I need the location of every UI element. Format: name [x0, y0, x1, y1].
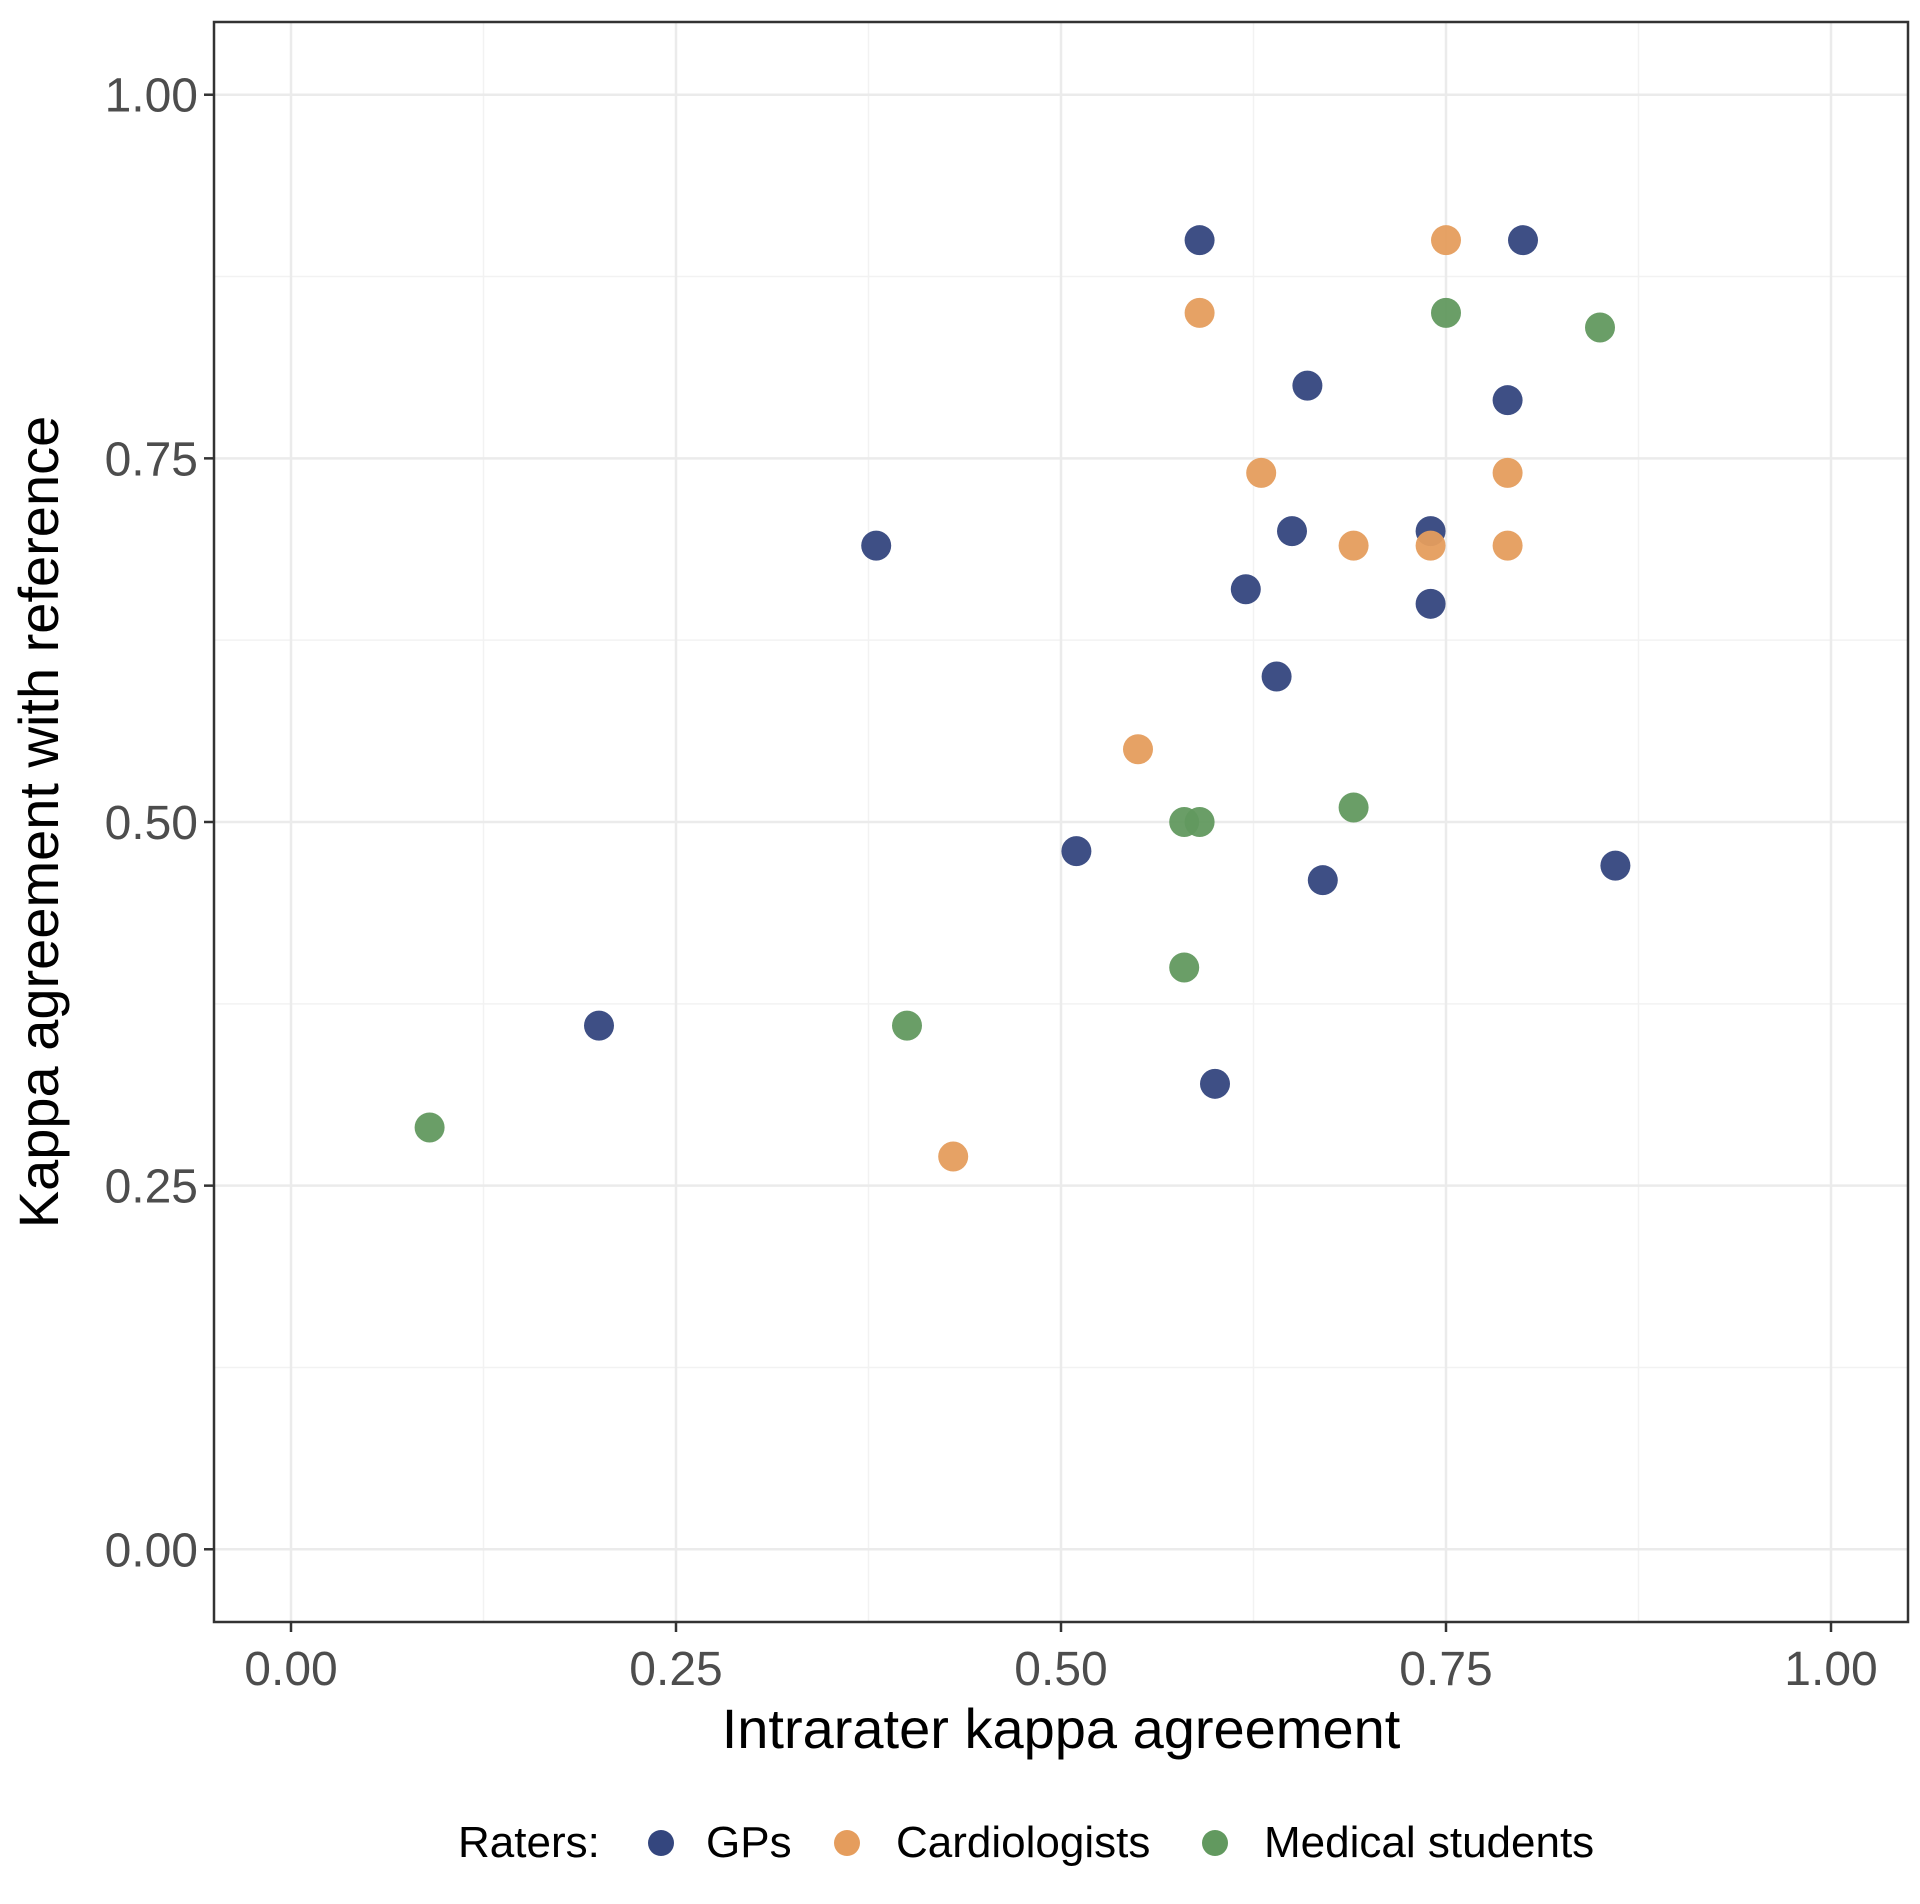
data-point-cardiologists: [1338, 530, 1369, 561]
x-tick-label: 0.25: [629, 1643, 722, 1696]
data-point-gps: [1415, 588, 1446, 619]
data-point-gps: [1307, 865, 1338, 896]
legend-key-gps: [648, 1830, 674, 1856]
legend-key-medical-students: [1202, 1830, 1228, 1856]
data-point-cardiologists: [938, 1141, 969, 1172]
y-tick-label: 1.00: [105, 70, 198, 123]
y-tick-label: 0.25: [105, 1161, 198, 1214]
data-point-gps: [584, 1010, 614, 1041]
y-axis-title: Kappa agreement with reference: [7, 416, 70, 1229]
x-tick-label: 0.50: [1014, 1643, 1107, 1696]
data-point-cardiologists: [1123, 734, 1153, 765]
y-tick-label: 0.50: [105, 797, 198, 850]
x-axis-title: Intrarater kappa agreement: [722, 1697, 1401, 1760]
legend-title: Raters:: [458, 1818, 600, 1867]
y-tick-label: 0.00: [105, 1524, 198, 1577]
data-point-medical-students: [1338, 792, 1369, 823]
data-point-gps: [1277, 516, 1307, 547]
data-point-medical-students: [1184, 807, 1215, 837]
data-point-gps: [861, 530, 892, 561]
major-gridlines: [214, 22, 1908, 1622]
axis-ticks: 0.00 0.25 0.50 0.75 1.00 0.00 0.25 0.50 0.75 1.00: [105, 70, 1878, 1696]
data-point-cardiologists: [1492, 530, 1523, 561]
data-point-medical-students: [892, 1010, 922, 1041]
data-points: [414, 225, 1631, 1172]
data-point-cardiologists: [1246, 457, 1277, 488]
legend-key-cardiologists: [834, 1830, 860, 1856]
data-point-gps: [1508, 225, 1538, 256]
data-point-gps: [1230, 574, 1261, 605]
data-point-gps: [1600, 850, 1631, 881]
data-point-gps: [1492, 385, 1523, 416]
data-point-cardiologists: [1184, 297, 1215, 328]
legend-label-medical-students: Medical students: [1264, 1818, 1594, 1867]
data-point-medical-students: [1585, 312, 1615, 343]
legend-label-cardiologists: Cardiologists: [896, 1818, 1150, 1867]
data-point-gps: [1261, 661, 1292, 692]
data-point-medical-students: [414, 1112, 445, 1143]
legend: Raters: GPs Cardiologists Medical studen…: [458, 1818, 1594, 1867]
data-point-gps: [1200, 1068, 1230, 1099]
x-tick-label: 0.75: [1399, 1643, 1492, 1696]
data-point-medical-students: [1169, 952, 1200, 983]
data-point-cardiologists: [1415, 530, 1446, 561]
x-tick-label: 1.00: [1784, 1643, 1877, 1696]
data-point-gps: [1184, 225, 1215, 256]
data-point-medical-students: [1431, 297, 1461, 328]
x-tick-label: 0.00: [244, 1643, 337, 1696]
data-point-gps: [1061, 836, 1092, 867]
y-tick-label: 0.75: [105, 433, 198, 486]
data-point-cardiologists: [1492, 457, 1523, 488]
data-point-cardiologists: [1431, 225, 1461, 256]
data-point-gps: [1292, 370, 1323, 401]
legend-label-gps: GPs: [706, 1818, 792, 1867]
